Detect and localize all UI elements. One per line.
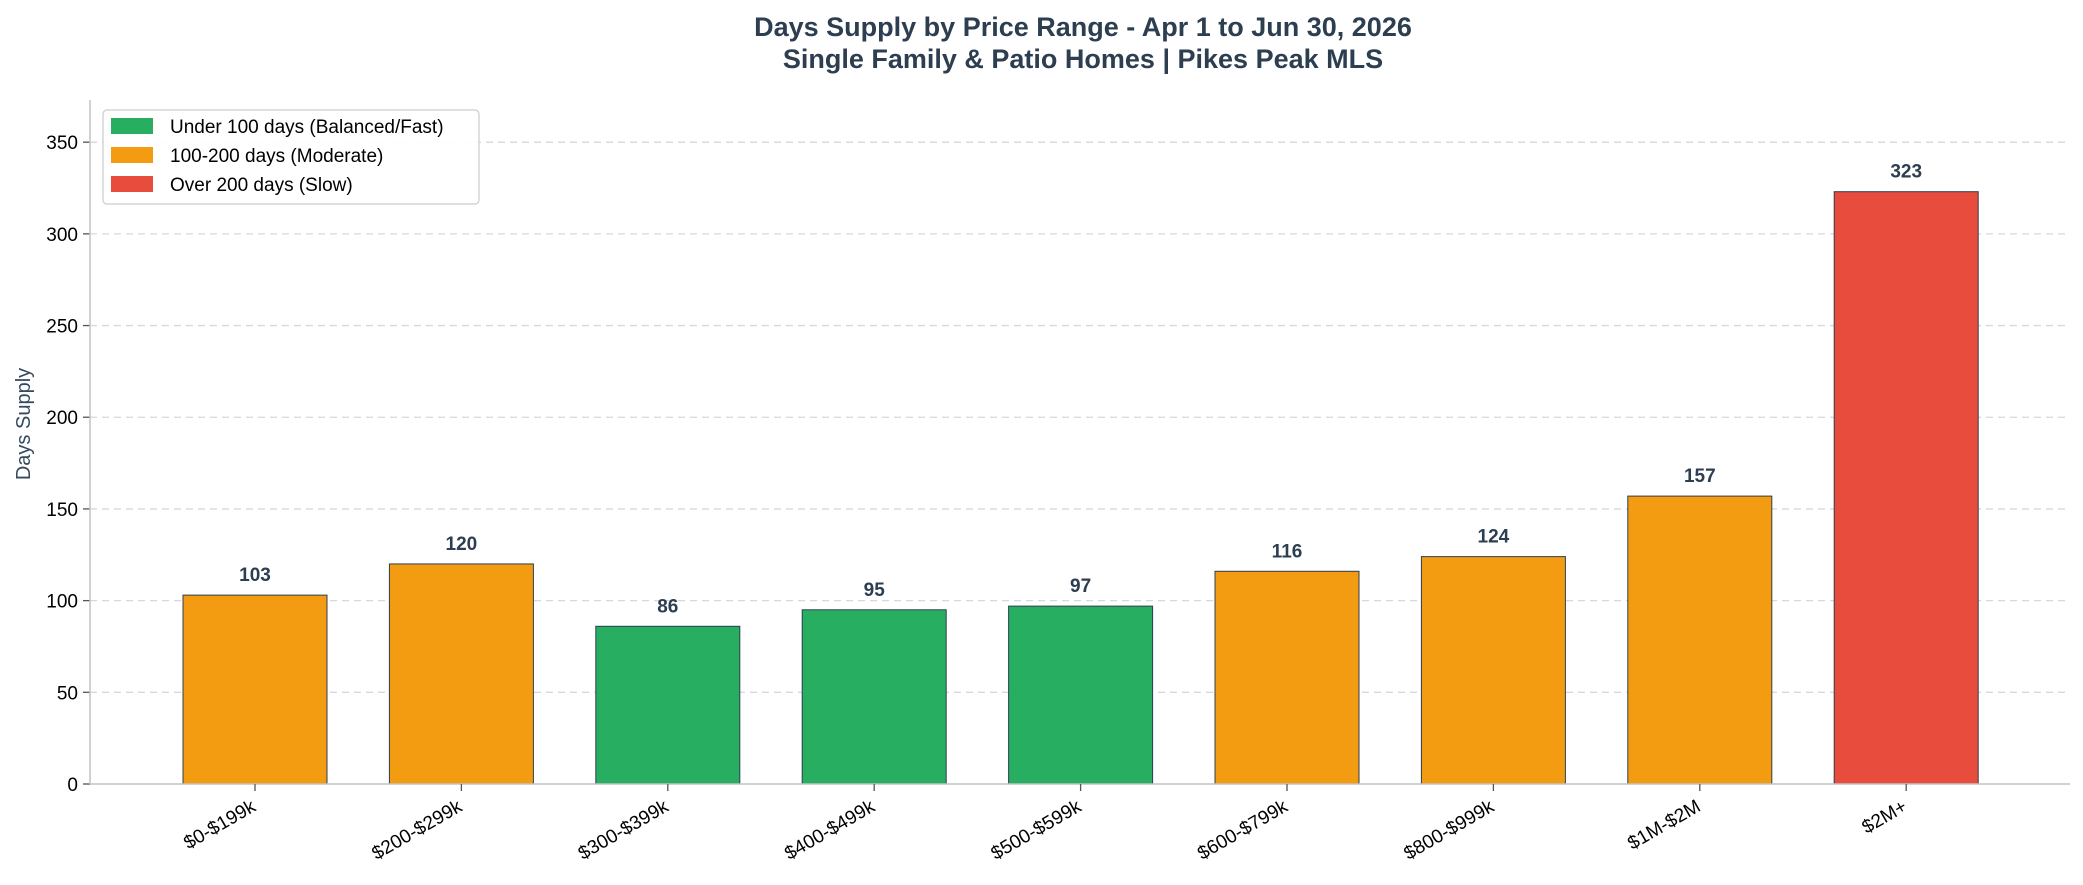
y-axis-label: Days Supply bbox=[13, 368, 35, 480]
bar-value-label: 120 bbox=[446, 534, 478, 555]
legend-label-fast: Under 100 days (Balanced/Fast) bbox=[170, 117, 444, 138]
bar-value-label: 97 bbox=[1070, 576, 1091, 597]
bar-value-label: 103 bbox=[239, 565, 271, 586]
x-tick-label: $400-$499k bbox=[781, 796, 879, 865]
x-tick-label: $300-$399k bbox=[575, 796, 673, 865]
y-tick-label: 300 bbox=[46, 225, 78, 246]
x-tick-label: $2M+ bbox=[1859, 796, 1911, 838]
legend: Under 100 days (Balanced/Fast) 100-200 da… bbox=[102, 109, 480, 205]
chart-title: Days Supply by Price Range - Apr 1 to Ju… bbox=[754, 12, 1412, 42]
legend-label-moderate: 100-200 days (Moderate) bbox=[170, 146, 383, 167]
y-tick-label: 100 bbox=[46, 592, 78, 613]
bar bbox=[595, 625, 741, 785]
y-tick-label: 250 bbox=[46, 317, 78, 338]
x-tick-label: $0-$199k bbox=[180, 796, 260, 854]
bar bbox=[1214, 570, 1360, 785]
bar bbox=[801, 609, 947, 785]
bar-value-label: 157 bbox=[1684, 466, 1716, 487]
x-tick-label: $500-$599k bbox=[988, 796, 1086, 865]
bar-value-label: 124 bbox=[1478, 527, 1510, 548]
y-tick-label: 0 bbox=[67, 775, 78, 796]
bar bbox=[1627, 495, 1773, 785]
bar-value-label: 95 bbox=[864, 580, 886, 601]
bar-value-label: 323 bbox=[1890, 162, 1922, 183]
chart-subtitle: Single Family & Patio Homes | Pikes Peak… bbox=[783, 44, 1383, 74]
legend-swatch-moderate bbox=[111, 147, 153, 163]
legend-swatch-fast bbox=[111, 118, 153, 134]
legend-label-slow: Over 200 days (Slow) bbox=[170, 175, 353, 196]
y-tick-label: 50 bbox=[57, 683, 78, 704]
bar-value-label: 86 bbox=[657, 596, 678, 617]
bar bbox=[388, 563, 534, 785]
y-tick-label: 350 bbox=[46, 133, 78, 154]
y-tick-label: 200 bbox=[46, 408, 78, 429]
bar bbox=[1008, 605, 1154, 785]
bar bbox=[1420, 556, 1566, 785]
bar bbox=[1833, 191, 1979, 785]
bar bbox=[182, 594, 328, 785]
x-tick-label: $200-$299k bbox=[368, 796, 466, 865]
bars: 103 120 86 95 97 116 124 157 323 bbox=[182, 162, 1979, 785]
legend-box bbox=[102, 109, 480, 205]
y-tick-label: 150 bbox=[46, 500, 78, 521]
x-tick-label: $600-$799k bbox=[1194, 796, 1292, 865]
bar-value-label: 116 bbox=[1272, 541, 1303, 562]
legend-swatch-slow bbox=[111, 176, 153, 192]
x-tick-label: $1M-$2M bbox=[1624, 796, 1704, 854]
x-tick-label: $800-$999k bbox=[1400, 796, 1498, 865]
